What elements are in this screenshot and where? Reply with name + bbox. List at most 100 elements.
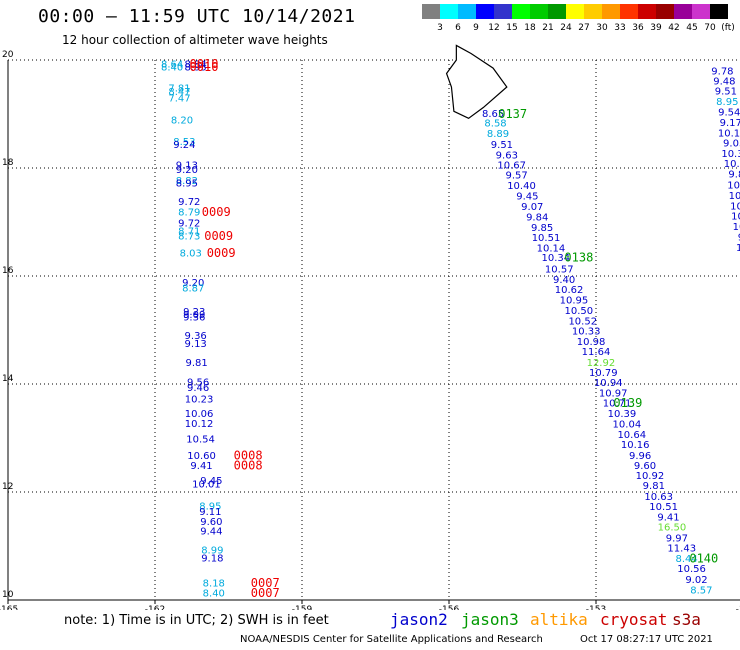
wave-height-label: 9.51 xyxy=(491,140,513,151)
y-tick-label: 10 xyxy=(2,590,14,600)
pass-label: 0010 xyxy=(190,57,219,71)
pass-label: 0007 xyxy=(251,576,280,590)
wave-height-label: 9.23 xyxy=(183,307,205,318)
wave-height-label: 9.44 xyxy=(200,526,222,537)
scale-swatch xyxy=(458,4,476,19)
scale-swatch xyxy=(584,4,602,19)
wave-height-label: 9.81 xyxy=(186,358,208,369)
wave-height-label: 10.41 xyxy=(730,201,740,212)
wave-height-label: 10.92 xyxy=(636,471,665,482)
pass-label: 0010 xyxy=(190,60,219,74)
wave-height-label: 10.14 xyxy=(736,243,740,254)
wave-height-label: 10.01 xyxy=(192,479,221,490)
legend-item: jason2 xyxy=(390,610,448,629)
scale-swatch xyxy=(530,4,548,19)
wave-height-label: 8.47 xyxy=(168,87,190,98)
wave-height-label: 9.18 xyxy=(201,553,223,564)
wave-height-label: 9.53 xyxy=(738,233,740,244)
wave-height-label: 9.57 xyxy=(505,171,527,182)
scale-label: 6 xyxy=(455,23,461,33)
wave-height-label: 9.20 xyxy=(182,278,204,289)
wave-height-label: 10.60 xyxy=(187,451,216,462)
wave-height-label: 9.09 xyxy=(183,310,205,321)
x-tick-label: -159 xyxy=(292,605,313,610)
wave-height-label: 10.12 xyxy=(185,419,214,430)
scale-swatch xyxy=(512,4,530,19)
wave-height-label: 8.87 xyxy=(182,283,204,294)
wave-height-label: 9.45 xyxy=(200,476,222,487)
wave-height-label: 10.22 xyxy=(724,159,740,170)
scale-label: 24 xyxy=(560,23,572,33)
wave-height-label: 10.83 xyxy=(729,191,740,202)
wave-height-label: 9.88 xyxy=(728,169,740,180)
wave-height-label: 8.20 xyxy=(171,115,193,126)
pass-label: 0140 xyxy=(689,551,718,565)
scale-label: 18 xyxy=(524,23,536,33)
wave-height-label: 9.13 xyxy=(176,160,198,171)
y-tick-label: 16 xyxy=(2,266,14,276)
wave-height-label: 9.85 xyxy=(531,223,553,234)
wave-height-label: 10.71 xyxy=(603,398,632,409)
legend-item: jason3 xyxy=(461,610,519,629)
wave-height-label: 9.11 xyxy=(199,507,221,518)
scale-label: 3 xyxy=(437,23,443,33)
scale-swatch xyxy=(710,4,728,19)
x-tick-label: -162 xyxy=(145,605,165,610)
scale-label: 15 xyxy=(506,23,518,33)
x-tick-label: -153 xyxy=(586,605,606,610)
wave-height-label: 8.95 xyxy=(716,97,738,108)
wave-height-label: 8.58 xyxy=(484,119,506,130)
pass-label: 0137 xyxy=(498,107,527,121)
wave-height-label: 10.50 xyxy=(565,306,594,317)
wave-height-label: 10.06 xyxy=(185,409,214,420)
wave-height-label: 9.07 xyxy=(521,202,543,213)
pass-label: 0009 xyxy=(202,205,231,219)
wave-height-label: 11.64 xyxy=(582,347,611,358)
wave-height-label: 10.12 xyxy=(718,128,740,139)
wave-height-label: 10.61 xyxy=(727,180,740,191)
pass-label: 0009 xyxy=(204,229,233,243)
wave-height-label: 8.79 xyxy=(178,207,200,218)
wave-height-label: 9.56 xyxy=(187,377,209,388)
wave-height-label: 10.04 xyxy=(613,420,642,431)
wave-height-label: 9.40 xyxy=(553,275,575,286)
x-tick-label: -156 xyxy=(439,605,460,610)
wave-height-label: 10.95 xyxy=(560,295,589,306)
credit-text: NOAA/NESDIS Center for Satellite Applica… xyxy=(240,634,543,645)
wave-height-label: 10.98 xyxy=(577,337,606,348)
wave-height-label: 9.36 xyxy=(183,313,205,324)
wave-height-label: 9.51 xyxy=(715,86,737,97)
wave-height-label: 10.51 xyxy=(532,233,561,244)
wave-height-label: 8.40 xyxy=(161,63,183,74)
y-tick-label: 12 xyxy=(2,482,13,492)
scale-swatch xyxy=(566,4,584,19)
scale-label: 9 xyxy=(473,23,479,33)
scale-label: (ft) xyxy=(721,23,735,33)
scale-label: 42 xyxy=(668,23,680,33)
wave-height-label: 16.50 xyxy=(658,523,687,534)
wave-height-label: 9.60 xyxy=(634,461,656,472)
island-outline xyxy=(445,44,508,120)
wave-height-label: 10.97 xyxy=(599,389,628,400)
wave-height-label: 8.84 xyxy=(185,59,207,70)
wave-height-label: 8.95 xyxy=(199,502,221,513)
wave-height-label: 10.51 xyxy=(649,502,678,513)
scale-swatch xyxy=(656,4,674,19)
pass-label: 0008 xyxy=(234,448,263,462)
wave-height-label: 8.40 xyxy=(203,589,225,600)
pass-label: 0138 xyxy=(564,251,593,265)
wave-height-label: 10.40 xyxy=(507,181,536,192)
wave-height-label: 9.54 xyxy=(718,107,740,118)
wave-height-label: 9.36 xyxy=(185,331,207,342)
wave-height-label: 9.81 xyxy=(643,481,665,492)
wave-height-label: 10.36 xyxy=(721,149,740,160)
scale-label: 70 xyxy=(704,23,716,33)
wave-height-label: 9.78 xyxy=(711,66,733,77)
pass-label: 0008 xyxy=(234,459,263,473)
wave-height-label: 10.16 xyxy=(621,440,650,451)
wave-height-label: 7.81 xyxy=(168,84,190,95)
plot-area: -165-162-159-156-153-151012141618208.648… xyxy=(0,44,740,610)
y-tick-label: 18 xyxy=(2,158,14,168)
x-tick-label: -15 xyxy=(736,605,740,610)
x-tick-label: -165 xyxy=(0,605,18,610)
